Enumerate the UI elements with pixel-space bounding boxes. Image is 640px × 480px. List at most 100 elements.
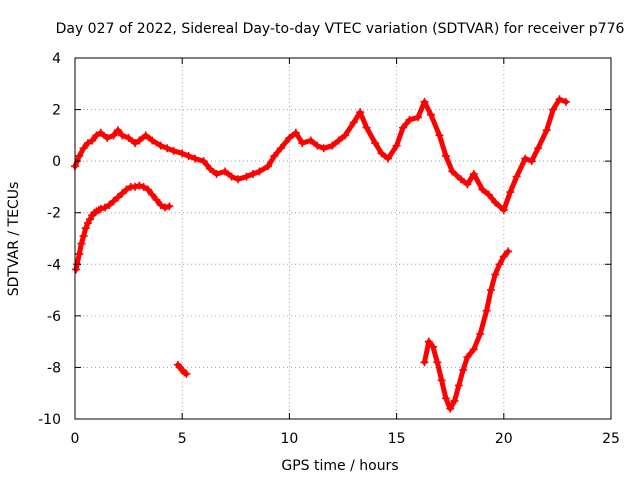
data-point bbox=[165, 202, 174, 211]
data-point bbox=[75, 249, 84, 258]
data-point bbox=[334, 136, 343, 145]
data-point bbox=[88, 136, 97, 145]
data-point bbox=[285, 133, 294, 142]
data-point bbox=[113, 193, 122, 202]
data-point bbox=[248, 170, 257, 179]
data-point bbox=[441, 394, 450, 403]
data-point bbox=[521, 154, 530, 163]
y-tick-label: -8 bbox=[47, 360, 61, 376]
data-point bbox=[426, 110, 435, 119]
series-upper-band bbox=[71, 95, 570, 215]
data-point bbox=[469, 345, 478, 354]
x-tick-label: 5 bbox=[178, 431, 187, 447]
x-tick-label: 20 bbox=[495, 431, 513, 447]
data-point bbox=[362, 123, 371, 132]
data-point bbox=[276, 144, 285, 153]
data-point bbox=[221, 167, 230, 176]
y-axis-label: SDTVAR / TECUs bbox=[6, 182, 22, 297]
data-point bbox=[83, 139, 92, 148]
chart-title: Day 027 of 2022, Sidereal Day-to-day VTE… bbox=[56, 21, 625, 37]
data-point bbox=[555, 95, 564, 104]
data-point bbox=[377, 149, 386, 158]
data-layer bbox=[71, 95, 570, 413]
data-point bbox=[72, 265, 81, 274]
data-point bbox=[499, 206, 508, 215]
data-point bbox=[446, 404, 455, 413]
data-point bbox=[131, 139, 140, 148]
data-point bbox=[313, 141, 322, 150]
data-point bbox=[242, 172, 251, 181]
data-point bbox=[549, 105, 558, 114]
data-point bbox=[448, 167, 457, 176]
series-short-segment-5h bbox=[173, 360, 191, 378]
y-tick-label: 2 bbox=[52, 103, 61, 119]
data-point bbox=[298, 139, 307, 148]
y-tick-label: -4 bbox=[47, 257, 61, 273]
data-point bbox=[233, 175, 242, 184]
data-point bbox=[456, 175, 465, 184]
y-tick-label: 4 bbox=[52, 51, 61, 67]
data-point bbox=[463, 353, 472, 362]
data-point bbox=[429, 342, 438, 351]
data-point bbox=[424, 337, 433, 346]
data-point bbox=[148, 136, 157, 145]
data-point bbox=[441, 151, 450, 160]
data-point bbox=[270, 151, 279, 160]
data-point bbox=[459, 366, 468, 375]
data-point bbox=[491, 198, 500, 207]
data-point bbox=[109, 131, 118, 140]
data-point bbox=[420, 358, 429, 367]
data-point bbox=[476, 329, 485, 338]
data-point bbox=[135, 181, 144, 190]
data-point bbox=[103, 133, 112, 142]
data-point bbox=[454, 381, 463, 390]
data-point bbox=[101, 203, 110, 212]
data-point bbox=[152, 195, 161, 204]
data-point bbox=[349, 118, 358, 127]
data-point bbox=[486, 286, 495, 295]
data-point bbox=[482, 306, 491, 315]
data-point bbox=[212, 170, 221, 179]
data-point bbox=[263, 162, 272, 171]
data-point bbox=[484, 190, 493, 199]
x-tick-label: 10 bbox=[280, 431, 298, 447]
data-point bbox=[75, 151, 84, 160]
data-point bbox=[92, 131, 101, 140]
data-point bbox=[77, 239, 86, 248]
data-point bbox=[504, 247, 513, 256]
data-point bbox=[463, 180, 472, 189]
series-lower-left-arc bbox=[72, 181, 174, 274]
data-point bbox=[191, 154, 200, 163]
data-point bbox=[141, 131, 150, 140]
data-point bbox=[437, 376, 446, 385]
data-point bbox=[478, 185, 487, 194]
data-point bbox=[79, 231, 88, 240]
data-point bbox=[392, 141, 401, 150]
data-point bbox=[206, 164, 215, 173]
data-point bbox=[435, 131, 444, 140]
x-tick-label: 0 bbox=[71, 431, 80, 447]
data-point bbox=[291, 128, 300, 137]
y-tick-label: -10 bbox=[38, 412, 61, 428]
x-axis-label: GPS time / hours bbox=[281, 458, 398, 474]
data-point bbox=[169, 146, 178, 155]
data-point bbox=[118, 131, 127, 140]
data-point bbox=[227, 172, 236, 181]
data-point bbox=[81, 224, 90, 233]
data-point bbox=[131, 182, 140, 191]
data-point bbox=[319, 144, 328, 153]
data-point bbox=[491, 270, 500, 279]
data-point bbox=[161, 203, 170, 212]
grid-layer bbox=[75, 58, 611, 419]
data-point bbox=[506, 188, 515, 197]
data-point bbox=[109, 197, 118, 206]
data-point bbox=[420, 97, 429, 106]
y-tick-label: -6 bbox=[47, 309, 61, 325]
data-point bbox=[469, 170, 478, 179]
data-point bbox=[414, 113, 423, 122]
data-point bbox=[405, 115, 414, 124]
data-point bbox=[96, 204, 105, 213]
data-point bbox=[124, 133, 133, 142]
